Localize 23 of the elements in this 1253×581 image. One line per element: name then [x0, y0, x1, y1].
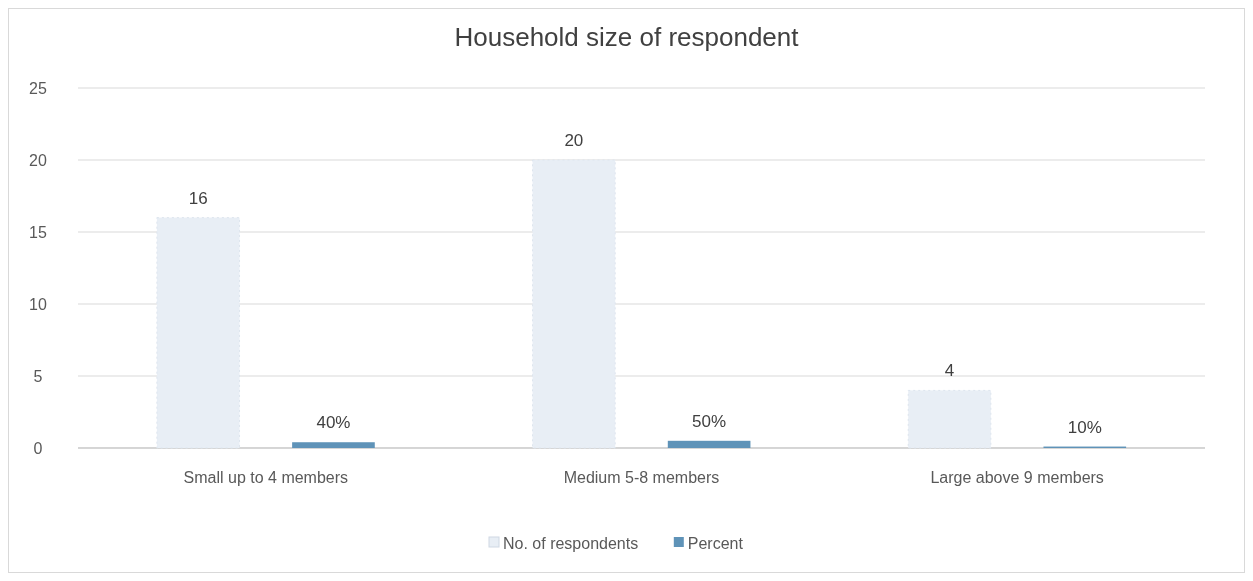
bar	[532, 159, 616, 449]
y-tick-label: 5	[33, 367, 43, 385]
legend-label: Percent	[687, 534, 744, 552]
data-label: 20	[564, 131, 584, 150]
y-tick-label: 15	[29, 223, 47, 241]
legend-label: No. of respondents	[503, 534, 639, 552]
y-tick-label: 0	[33, 439, 43, 457]
bar	[292, 442, 375, 448]
chart-title: Household size of respondent	[454, 22, 800, 52]
x-tick-label: Small up to 4 members	[183, 469, 349, 486]
y-tick-label: 10	[29, 295, 47, 313]
y-tick-label: 25	[29, 79, 47, 97]
bar	[156, 217, 241, 449]
data-label: 40%	[316, 413, 351, 433]
data-label: 10%	[1067, 417, 1102, 437]
x-tick-label: Medium 5-8 members	[563, 469, 720, 486]
bar	[907, 389, 992, 449]
bar	[667, 440, 751, 448]
data-label: 50%	[692, 411, 727, 431]
data-label: 4	[944, 361, 955, 381]
data-label: 16	[188, 188, 208, 208]
x-tick-label: Large above 9 members	[930, 469, 1104, 486]
y-tick-label: 20	[29, 151, 47, 169]
